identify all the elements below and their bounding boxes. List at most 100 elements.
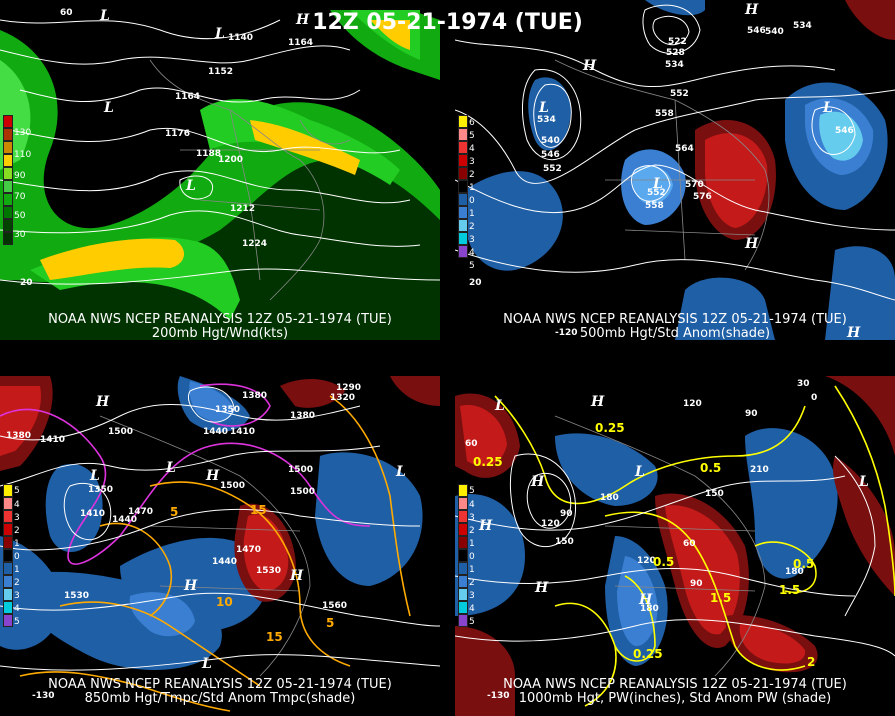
- edge-label: -120: [555, 328, 578, 338]
- panel-850mb: 5 4 3 2 1 0 1 2 3 4 5 1380 1410 1500 135…: [0, 376, 440, 716]
- contour-label: 1410: [80, 509, 105, 519]
- main-title: 12Z 05-21-1974 (TUE): [312, 10, 583, 35]
- low-symbol: L: [103, 100, 114, 116]
- contour-label: 1380: [242, 391, 267, 401]
- panel-footer: NOAA NWS NCEP REANALYSIS 12Z 05-21-1974 …: [455, 678, 895, 706]
- contour-label: 1440: [212, 557, 237, 567]
- footer-product: 200mb Hgt/Wnd(kts): [151, 326, 289, 341]
- low-symbol: L: [652, 176, 663, 192]
- contour-label: 540: [541, 136, 560, 146]
- contour-label: 1410: [40, 435, 65, 445]
- high-symbol: H: [534, 580, 549, 596]
- contour-label: 1224: [242, 239, 267, 249]
- contour-label: 1164: [175, 92, 200, 102]
- colorbar-label: 3: [14, 513, 20, 523]
- colorbar-label: 2: [469, 170, 475, 180]
- labels-1000mb: 60 90 120 150 180 210 150 120 90 60 180 …: [465, 379, 869, 701]
- contour-label: 1380: [6, 431, 31, 441]
- colorbar-label: 4: [469, 248, 475, 258]
- contour-label: 180: [640, 604, 659, 614]
- contour-label: 534: [793, 21, 812, 31]
- contour-label: 90: [560, 509, 573, 519]
- colorbar-label: 3: [469, 591, 475, 601]
- contour-label: 30: [797, 379, 810, 389]
- colorbar-label: 5: [469, 486, 475, 496]
- contour-label: 180: [600, 493, 619, 503]
- colorbar-200mb: [3, 115, 13, 245]
- contour-label: 150: [555, 537, 574, 547]
- panel-200mb: 130 110 90 70 50 30 1140 1152 1164 1176 …: [0, 0, 440, 340]
- contour-label: 90: [745, 409, 758, 419]
- high-symbol: H: [295, 12, 310, 28]
- contour-label: 534: [537, 115, 556, 125]
- contour-label: 1470: [128, 507, 153, 517]
- footer-source: NOAA NWS NCEP REANALYSIS 12Z 05-21-1974 …: [503, 312, 847, 327]
- colorbar-label: 4: [469, 500, 475, 510]
- colorbar-label: 4: [14, 604, 20, 614]
- contour-label: 564: [675, 144, 694, 154]
- colorbar-label: 2: [14, 578, 20, 588]
- footer-product: 500mb Hgt/Std Anom(shade): [579, 326, 771, 341]
- labels-500mb: 534 540 546 552 552 558 564 570 576 558 …: [469, 2, 861, 340]
- contour-label: 1500: [288, 465, 313, 475]
- footer-product: 850mb Hgt/Tmpc/Std Anom Tmpc(shade): [84, 691, 356, 706]
- contour-label: 1212: [230, 204, 255, 214]
- contour-label: 540: [765, 27, 784, 37]
- contour-label: 60: [683, 539, 696, 549]
- contour-label: 1530: [64, 591, 89, 601]
- colorbar-label: 3: [469, 235, 475, 245]
- colorbar-label: 1: [14, 539, 20, 549]
- high-symbol: H: [744, 236, 759, 252]
- pw-label: 0.5: [653, 555, 674, 569]
- pw-label: 1.5: [710, 591, 731, 605]
- low-symbol: L: [822, 100, 833, 116]
- contour-label: 546: [541, 150, 560, 160]
- temp-label: 5: [326, 616, 334, 630]
- colorbar-label: 5: [14, 617, 20, 627]
- colorbar-label: 3: [469, 513, 475, 523]
- colorbar-label: 4: [14, 500, 20, 510]
- colorbar-label: 6: [469, 118, 475, 128]
- colorbar-label: 90: [14, 171, 26, 181]
- contour-label: 1350: [215, 405, 240, 415]
- low-symbol: L: [214, 26, 225, 42]
- colorbar-label: 3: [14, 591, 20, 601]
- contour-label: 546: [747, 26, 766, 36]
- colorbar-label: 2: [469, 222, 475, 232]
- high-symbol: H: [95, 394, 110, 410]
- contour-label: 1188: [196, 149, 221, 159]
- pw-label: 0.25: [595, 421, 625, 435]
- contour-label: 558: [655, 109, 674, 119]
- colorbar-label: 5: [469, 131, 475, 141]
- edge-label: 20: [20, 278, 33, 288]
- contour-label: 558: [645, 201, 664, 211]
- colorbar-label: 5: [14, 486, 20, 496]
- low-symbol: L: [89, 468, 100, 484]
- contour-label: 528: [666, 48, 685, 58]
- colorbar-label: 4: [469, 144, 475, 154]
- colorbar-label: 1: [469, 209, 475, 219]
- colorbar-label: 0: [14, 552, 20, 562]
- contour-label: 120: [683, 399, 702, 409]
- pw-label: 0.5: [700, 461, 721, 475]
- colorbar-label: 0: [469, 552, 475, 562]
- contour-label: 1320: [330, 393, 355, 403]
- colorbar-label: 1: [469, 539, 475, 549]
- contour-label: 150: [705, 489, 724, 499]
- colorbar-label: 70: [14, 192, 26, 202]
- temp-label: 10: [216, 595, 233, 609]
- colorbar-label: 50: [14, 211, 26, 221]
- edge-label: 60: [60, 8, 73, 18]
- contour-label: 552: [670, 89, 689, 99]
- low-symbol: L: [395, 464, 406, 480]
- footer-source: NOAA NWS NCEP REANALYSIS 12Z 05-21-1974 …: [48, 312, 392, 327]
- contour-label: 1500: [290, 487, 315, 497]
- footer-source: NOAA NWS NCEP REANALYSIS 12Z 05-21-1974 …: [503, 677, 847, 692]
- temp-label: 5: [170, 505, 178, 519]
- colorbar-label: 2: [469, 578, 475, 588]
- contour-label: 1410: [230, 427, 255, 437]
- contour-label: 1164: [288, 38, 313, 48]
- contour-label: 1440: [203, 427, 228, 437]
- colorbar-label: 130: [14, 128, 32, 138]
- contour-label: 552: [543, 164, 562, 174]
